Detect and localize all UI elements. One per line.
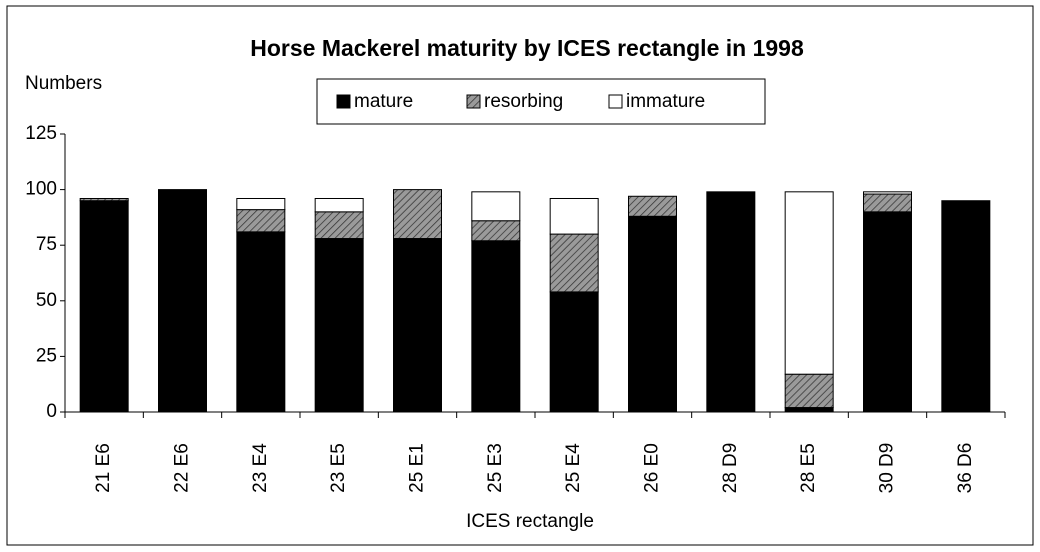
bar-segment	[236, 209, 286, 233]
y-tick-label: 25	[36, 345, 57, 366]
x-tick-label: 36 D6	[955, 443, 976, 494]
y-tick-label: 50	[36, 290, 57, 311]
legend-box	[316, 78, 766, 125]
bar-segment	[784, 373, 834, 409]
bar-segment	[236, 231, 286, 413]
bar-segment	[863, 193, 912, 213]
x-tick-label: 26 E0	[642, 443, 663, 493]
bar-segment	[236, 197, 286, 211]
x-tick-label: 25 E1	[407, 443, 428, 493]
chart-title: Horse Mackerel maturity by ICES rectangl…	[250, 35, 804, 61]
bar-segment	[784, 407, 834, 413]
bar-segment	[79, 197, 129, 202]
bar-segment	[549, 197, 599, 235]
y-tick-label: 0	[46, 401, 57, 422]
y-tick-label: 75	[36, 234, 57, 255]
bar-segment	[314, 211, 364, 240]
bar-segment	[471, 220, 521, 242]
x-tick-label: 25 E3	[485, 443, 506, 493]
bar-segment	[706, 191, 756, 413]
legend-swatch	[466, 94, 481, 109]
bar-segment	[393, 238, 442, 413]
bar-segment	[158, 189, 207, 413]
bar-segment	[628, 215, 677, 413]
bar-segment	[784, 191, 834, 375]
x-tick-label: 22 E6	[172, 443, 193, 493]
bar-segment	[863, 191, 912, 195]
x-tick-label: 30 D9	[877, 443, 898, 494]
y-tick-label: 100	[25, 179, 57, 200]
bar-segment	[314, 238, 364, 413]
x-tick-label: 28 D9	[720, 443, 741, 494]
bar-segment	[549, 291, 599, 413]
x-tick-label: 25 E4	[563, 443, 584, 493]
x-tick-label: 21 E6	[93, 443, 114, 493]
legend-swatch	[608, 94, 623, 109]
bar-segment	[941, 200, 991, 413]
bar-segment	[393, 189, 442, 240]
legend-swatch	[336, 94, 351, 109]
x-tick-label: 23 E4	[250, 443, 271, 493]
y-tick-label: 125	[25, 123, 57, 144]
x-tick-label: 28 E5	[798, 443, 819, 493]
bar-segment	[863, 211, 912, 413]
legend-label: resorbing	[484, 91, 563, 112]
bar-segment	[314, 197, 364, 213]
bar-segment	[628, 195, 677, 217]
bar-segment	[79, 200, 129, 413]
legend-label: mature	[354, 91, 413, 112]
x-tick-label: 23 E5	[328, 443, 349, 493]
x-axis-label: ICES rectangle	[466, 511, 594, 532]
legend-label: immature	[626, 91, 705, 112]
bar-segment	[471, 191, 521, 222]
bar-segment	[549, 233, 599, 293]
bar-segment	[471, 240, 521, 413]
y-axis-label: Numbers	[25, 73, 102, 94]
